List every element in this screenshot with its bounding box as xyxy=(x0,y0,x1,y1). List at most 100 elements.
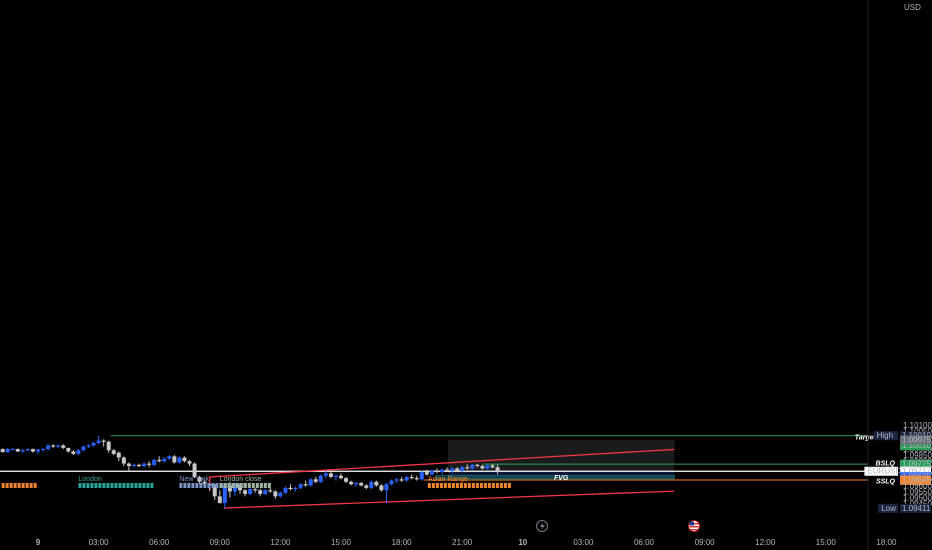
svg-text:1.09411: 1.09411 xyxy=(902,504,931,513)
sessions-layer: London New York London close Asian Range xyxy=(1,476,511,488)
candle xyxy=(344,476,349,483)
candle xyxy=(399,476,404,482)
candle xyxy=(495,464,500,475)
candle xyxy=(182,456,187,463)
candle xyxy=(470,464,475,470)
axis-layer: USD1.101001.100501.100001.099501.099001.… xyxy=(36,0,932,550)
channel-lower-line xyxy=(223,490,675,509)
candle xyxy=(157,456,162,463)
candle xyxy=(121,456,126,467)
x-tick-label: 06:00 xyxy=(149,538,170,547)
candle xyxy=(15,448,20,453)
candle xyxy=(71,450,76,456)
candle xyxy=(10,447,15,451)
x-tick-label: 15:00 xyxy=(816,538,837,547)
candle xyxy=(475,463,480,468)
candle xyxy=(212,484,217,500)
candle xyxy=(268,487,273,493)
candle xyxy=(384,482,389,503)
target-zone xyxy=(448,470,675,479)
candle xyxy=(374,480,379,487)
candle xyxy=(30,448,35,453)
candle xyxy=(222,484,227,509)
candle xyxy=(323,470,328,479)
session-label: New York xyxy=(179,476,209,483)
candle xyxy=(480,464,485,470)
svg-text:1.09775: 1.09775 xyxy=(902,460,931,469)
candle xyxy=(177,456,182,464)
candle xyxy=(303,480,308,487)
candle xyxy=(445,467,450,473)
candle xyxy=(263,489,268,496)
candle xyxy=(76,449,81,456)
candle xyxy=(243,489,248,497)
candle xyxy=(288,484,293,491)
candle xyxy=(116,451,121,462)
candle xyxy=(46,444,51,451)
position-layer xyxy=(435,439,675,480)
candle xyxy=(0,448,5,453)
session-label: London xyxy=(78,476,101,483)
svg-text:1.09645: 1.09645 xyxy=(902,475,931,484)
svg-text:EURUSD: EURUSD xyxy=(867,467,901,476)
y-tick-label: 1.09600 xyxy=(903,481,932,490)
candle xyxy=(364,484,369,490)
candle xyxy=(485,464,490,470)
candle xyxy=(429,469,434,476)
candle xyxy=(434,468,439,474)
annotation-label: BSLQ xyxy=(876,460,896,467)
svg-text:Low: Low xyxy=(881,504,896,513)
candle xyxy=(56,444,61,448)
us-flag-event-icon[interactable] xyxy=(688,520,700,532)
svg-text:1.09975: 1.09975 xyxy=(902,435,931,444)
x-tick-label: 10 xyxy=(518,538,527,547)
candle xyxy=(217,490,222,504)
candle xyxy=(81,445,86,452)
candle xyxy=(490,464,495,469)
y-tick-label: 1.09500 xyxy=(903,494,932,503)
session-label: Asian Range xyxy=(428,476,468,483)
candle xyxy=(20,449,25,453)
candle xyxy=(298,482,303,490)
candle xyxy=(318,474,323,483)
candle xyxy=(328,472,333,479)
price-label: 1.09775 xyxy=(900,459,931,469)
candle xyxy=(369,480,374,490)
candle xyxy=(51,444,56,448)
candle xyxy=(394,478,399,483)
candle xyxy=(450,467,455,474)
x-tick-label: 18:00 xyxy=(876,538,897,547)
x-tick-label: 21:00 xyxy=(452,538,473,547)
candle xyxy=(147,461,152,468)
channel-upper-line xyxy=(209,448,675,478)
candle xyxy=(419,470,424,481)
currency-label: USD xyxy=(904,3,921,12)
candle xyxy=(293,486,298,492)
x-tick-label: 09:00 xyxy=(695,538,716,547)
x-tick-label: 09:00 xyxy=(210,538,231,547)
candle xyxy=(349,480,354,486)
candle xyxy=(414,475,419,481)
candle xyxy=(25,448,30,452)
x-tick-label: 06:00 xyxy=(634,538,655,547)
y-tick-label: 1.09550 xyxy=(903,487,932,496)
lightning-event-icon[interactable] xyxy=(536,520,548,532)
candle xyxy=(96,435,101,445)
x-tick-label: 12:00 xyxy=(270,538,291,547)
x-tick-label: 03:00 xyxy=(573,538,594,547)
y-tick-label: 1.10100 xyxy=(903,421,932,430)
candle xyxy=(232,482,237,497)
x-tick-label: 03:00 xyxy=(89,538,110,547)
candle xyxy=(278,491,283,498)
candle xyxy=(187,459,192,467)
candle xyxy=(359,481,364,487)
candle xyxy=(167,455,172,460)
candle xyxy=(86,444,91,448)
candle xyxy=(354,481,359,487)
svg-text:1.10010: 1.10010 xyxy=(902,441,931,450)
candle xyxy=(106,440,111,453)
candle xyxy=(339,473,343,480)
candle xyxy=(313,476,318,483)
candle xyxy=(152,458,157,467)
